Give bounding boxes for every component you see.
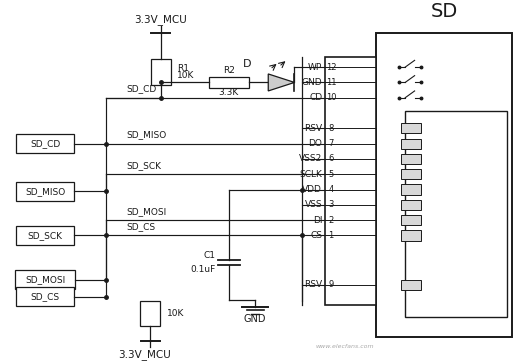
- Text: 3.3V_MCU: 3.3V_MCU: [118, 349, 171, 360]
- Text: SD_SCK: SD_SCK: [28, 231, 63, 240]
- Bar: [401, 200, 421, 210]
- Text: VSS: VSS: [305, 200, 322, 209]
- Text: SD_CD: SD_CD: [30, 139, 60, 148]
- Bar: [401, 215, 421, 225]
- Text: 5: 5: [329, 170, 334, 179]
- Text: R1: R1: [177, 64, 189, 73]
- Text: CD: CD: [309, 93, 322, 102]
- Text: RSV: RSV: [304, 280, 322, 289]
- Text: SD_MOSI: SD_MOSI: [127, 207, 167, 216]
- Text: CS: CS: [310, 231, 322, 240]
- Text: R2: R2: [223, 66, 235, 75]
- Bar: [209, 77, 249, 88]
- Bar: [16, 287, 74, 306]
- Bar: [15, 270, 75, 289]
- Bar: [401, 123, 421, 134]
- Text: 10K: 10K: [177, 71, 194, 80]
- Bar: [401, 280, 421, 290]
- Text: SD_MOSI: SD_MOSI: [25, 275, 65, 284]
- Bar: [16, 182, 74, 201]
- Text: 3.3V_MCU: 3.3V_MCU: [134, 14, 187, 25]
- Bar: [401, 154, 421, 164]
- Text: GND: GND: [244, 314, 266, 324]
- Text: 12: 12: [326, 63, 337, 71]
- Text: 1: 1: [329, 231, 334, 240]
- Text: C1: C1: [203, 251, 215, 260]
- Text: DO: DO: [308, 139, 322, 148]
- Text: 4: 4: [329, 185, 334, 194]
- Bar: [401, 139, 421, 149]
- Text: 8: 8: [329, 124, 334, 133]
- Bar: [401, 230, 421, 240]
- Text: WP: WP: [308, 63, 322, 71]
- Text: VSS2: VSS2: [299, 155, 322, 164]
- Text: GND: GND: [301, 78, 322, 87]
- Text: 3.3K: 3.3K: [219, 88, 239, 97]
- Text: D: D: [243, 59, 251, 69]
- Text: RSV: RSV: [304, 124, 322, 133]
- Text: 7: 7: [329, 139, 334, 148]
- Text: www.elecfans.com: www.elecfans.com: [316, 344, 374, 349]
- Text: SCLK: SCLK: [299, 170, 322, 179]
- Text: 9: 9: [329, 280, 334, 289]
- Text: 3: 3: [329, 200, 334, 209]
- Bar: [401, 184, 421, 195]
- Text: SD_CS: SD_CS: [127, 222, 156, 231]
- Polygon shape: [268, 74, 295, 91]
- Bar: [16, 134, 74, 153]
- Text: 10: 10: [326, 93, 337, 102]
- Text: 0.1uF: 0.1uF: [190, 265, 215, 274]
- Text: VDD: VDD: [302, 185, 322, 194]
- Bar: [401, 169, 421, 179]
- Text: SD_MISO: SD_MISO: [127, 130, 167, 139]
- Bar: [325, 57, 376, 305]
- Text: 6: 6: [329, 155, 334, 164]
- Text: DI: DI: [313, 216, 322, 225]
- Text: 2: 2: [329, 216, 334, 225]
- Text: SD: SD: [430, 2, 458, 21]
- Bar: [16, 226, 74, 245]
- Text: SD_MISO: SD_MISO: [25, 187, 65, 196]
- Text: SD_SCK: SD_SCK: [127, 161, 161, 170]
- Bar: [140, 301, 160, 326]
- Bar: [376, 33, 512, 338]
- Bar: [404, 111, 507, 317]
- Text: SD_CD: SD_CD: [127, 84, 157, 93]
- Text: 11: 11: [326, 78, 337, 87]
- Text: 10K: 10K: [166, 309, 184, 318]
- Text: SD_CS: SD_CS: [31, 292, 60, 301]
- Bar: [151, 60, 170, 85]
